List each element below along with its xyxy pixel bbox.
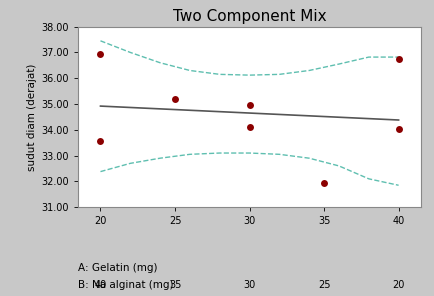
Title: Two Component Mix: Two Component Mix	[173, 9, 326, 24]
Text: 40: 40	[94, 280, 107, 290]
Text: A: Gelatin (mg): A: Gelatin (mg)	[78, 263, 158, 274]
Text: 30: 30	[243, 280, 256, 290]
Text: B: Na alginat (mg): B: Na alginat (mg)	[78, 280, 174, 290]
Text: 35: 35	[169, 280, 181, 290]
Text: 25: 25	[318, 280, 330, 290]
Y-axis label: sudut diam (derajat): sudut diam (derajat)	[27, 63, 37, 170]
Text: 20: 20	[392, 280, 405, 290]
